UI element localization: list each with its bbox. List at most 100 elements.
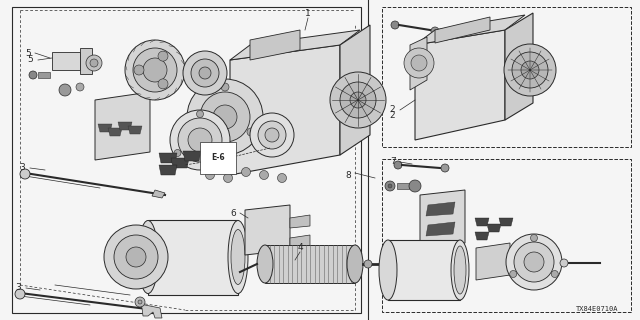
Circle shape	[506, 234, 562, 290]
Circle shape	[135, 297, 145, 307]
Ellipse shape	[138, 220, 158, 293]
Text: 4: 4	[297, 243, 303, 252]
Ellipse shape	[228, 220, 248, 293]
Circle shape	[86, 55, 102, 71]
Ellipse shape	[454, 246, 466, 294]
Circle shape	[385, 181, 395, 191]
Circle shape	[250, 113, 294, 157]
Circle shape	[133, 48, 177, 92]
Circle shape	[259, 171, 269, 180]
Circle shape	[265, 128, 279, 142]
Circle shape	[90, 59, 98, 67]
Circle shape	[178, 118, 222, 162]
Circle shape	[560, 259, 568, 267]
Polygon shape	[505, 13, 533, 120]
Bar	[80, 48, 92, 74]
Polygon shape	[487, 224, 501, 232]
Circle shape	[394, 161, 402, 169]
Circle shape	[431, 27, 439, 35]
Polygon shape	[290, 235, 310, 248]
Circle shape	[188, 128, 212, 152]
Polygon shape	[171, 158, 189, 168]
Circle shape	[158, 51, 168, 61]
Polygon shape	[415, 30, 505, 140]
Circle shape	[158, 79, 168, 89]
Polygon shape	[108, 128, 122, 136]
Polygon shape	[183, 151, 201, 161]
Text: 3: 3	[19, 164, 25, 172]
Circle shape	[143, 58, 167, 82]
Ellipse shape	[231, 229, 245, 284]
Text: E-6: E-6	[211, 154, 225, 163]
Circle shape	[223, 173, 232, 182]
Circle shape	[521, 61, 539, 79]
Polygon shape	[98, 124, 112, 132]
Text: 5: 5	[25, 49, 31, 58]
Circle shape	[205, 171, 214, 180]
Circle shape	[213, 105, 237, 129]
Circle shape	[196, 110, 204, 117]
Polygon shape	[426, 202, 455, 216]
Polygon shape	[476, 243, 510, 280]
Bar	[52, 52, 80, 70]
Polygon shape	[410, 37, 427, 90]
Circle shape	[104, 225, 168, 289]
Text: 6: 6	[230, 209, 236, 218]
Bar	[38, 72, 50, 78]
Polygon shape	[415, 15, 525, 45]
Text: 2: 2	[389, 110, 395, 119]
Circle shape	[404, 48, 434, 78]
Text: 5: 5	[27, 55, 33, 65]
Polygon shape	[426, 222, 455, 236]
Circle shape	[134, 65, 144, 75]
Text: 3: 3	[15, 284, 21, 292]
Polygon shape	[230, 45, 340, 175]
Bar	[397, 183, 409, 189]
Polygon shape	[475, 218, 489, 226]
Circle shape	[219, 149, 226, 156]
Circle shape	[531, 235, 538, 242]
Polygon shape	[340, 25, 370, 155]
Polygon shape	[95, 92, 150, 160]
Polygon shape	[475, 232, 489, 240]
Circle shape	[512, 52, 548, 88]
Polygon shape	[420, 190, 465, 250]
Polygon shape	[128, 126, 142, 134]
Circle shape	[509, 270, 516, 277]
Polygon shape	[118, 122, 132, 130]
Text: 2: 2	[389, 106, 395, 115]
Circle shape	[504, 44, 556, 96]
Circle shape	[409, 180, 421, 192]
Circle shape	[278, 173, 287, 182]
Circle shape	[441, 164, 449, 172]
Circle shape	[195, 128, 203, 136]
Polygon shape	[290, 215, 310, 228]
Circle shape	[514, 242, 554, 282]
Bar	[382, 159, 631, 312]
Circle shape	[247, 128, 255, 136]
Text: E-6: E-6	[211, 154, 225, 163]
Circle shape	[114, 235, 158, 279]
Circle shape	[125, 40, 185, 100]
Circle shape	[199, 67, 211, 79]
Polygon shape	[435, 17, 490, 43]
Bar	[265, 245, 355, 283]
Bar	[12, 7, 361, 313]
Circle shape	[183, 51, 227, 95]
Circle shape	[221, 83, 229, 91]
Circle shape	[126, 247, 146, 267]
Text: 1: 1	[305, 10, 311, 19]
Polygon shape	[152, 190, 165, 198]
Circle shape	[15, 289, 25, 299]
Circle shape	[350, 92, 366, 108]
Circle shape	[20, 169, 30, 179]
Text: 8: 8	[345, 171, 351, 180]
Circle shape	[524, 252, 544, 272]
Text: 7: 7	[390, 157, 396, 166]
Polygon shape	[230, 30, 360, 60]
Ellipse shape	[451, 240, 469, 300]
Bar	[148, 220, 238, 295]
Text: TX84E0710A: TX84E0710A	[575, 306, 618, 312]
Circle shape	[388, 184, 392, 188]
Circle shape	[364, 260, 372, 268]
